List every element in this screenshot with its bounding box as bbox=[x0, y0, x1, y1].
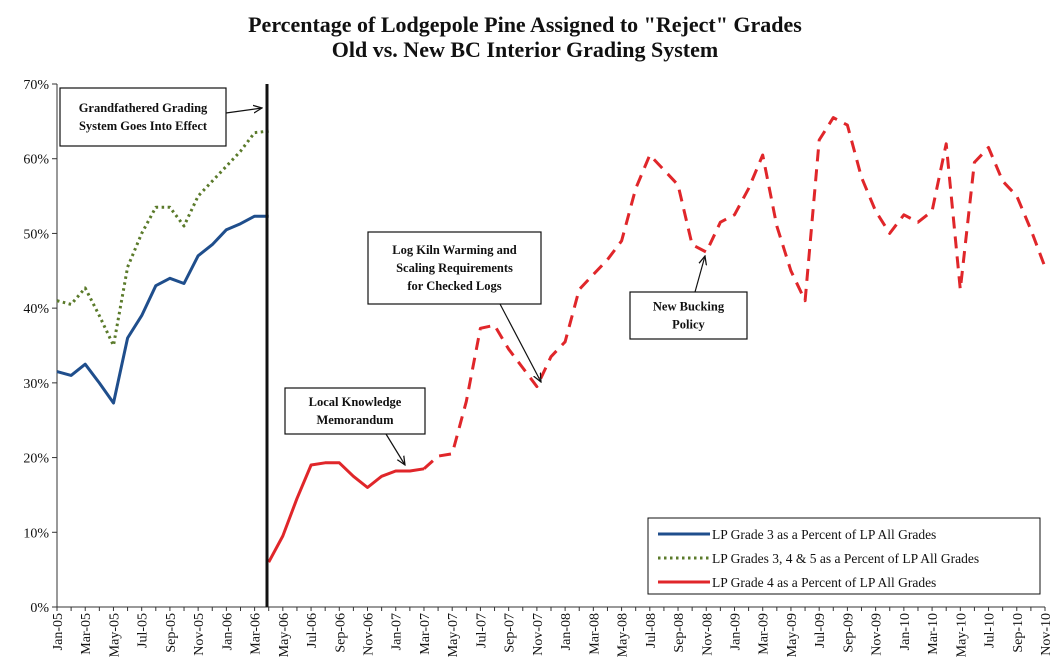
x-tick-label: Mar-09 bbox=[757, 613, 772, 655]
annotation-text: New Bucking bbox=[653, 300, 725, 314]
legend-label: LP Grade 4 as a Percent of LP All Grades bbox=[712, 575, 936, 590]
x-tick-label: Jul-05 bbox=[136, 613, 151, 648]
annotation-text: Scaling Requirements bbox=[396, 261, 513, 275]
x-tick-label: Jan-05 bbox=[51, 613, 66, 650]
annotation-text: Grandfathered Grading bbox=[79, 101, 208, 115]
x-tick-label: Nov-09 bbox=[870, 613, 885, 656]
annotation-box bbox=[284, 387, 426, 435]
annotation-text: Log Kiln Warming and bbox=[392, 243, 517, 257]
chart-title: Percentage of Lodgepole Pine Assigned to… bbox=[248, 12, 802, 37]
y-tick-label: 70% bbox=[23, 78, 49, 93]
x-tick-label: Mar-06 bbox=[249, 613, 264, 655]
x-tick-label: Jul-06 bbox=[305, 613, 320, 648]
annotation-arrow bbox=[385, 433, 405, 465]
x-tick-label: Jan-09 bbox=[728, 613, 743, 650]
x-tick-label: Jul-10 bbox=[983, 613, 998, 648]
x-tick-label: Jan-06 bbox=[220, 613, 235, 650]
y-tick-label: 60% bbox=[23, 153, 49, 168]
x-tick-label: Mar-05 bbox=[79, 613, 94, 655]
y-tick-label: 10% bbox=[23, 526, 49, 541]
x-tick-label: Sep-05 bbox=[164, 613, 179, 653]
x-tick-label: Jan-10 bbox=[898, 613, 913, 650]
annotation-text: Local Knowledge bbox=[309, 395, 402, 409]
x-tick-label: May-10 bbox=[954, 613, 969, 657]
x-tick-label: May-06 bbox=[277, 613, 292, 657]
annotation-box bbox=[367, 231, 542, 305]
x-tick-label: Jan-07 bbox=[390, 613, 405, 650]
y-tick-label: 40% bbox=[23, 302, 49, 317]
x-tick-label: May-07 bbox=[446, 613, 461, 657]
x-tick-label: Mar-07 bbox=[418, 613, 433, 655]
x-tick-label: Nov-07 bbox=[531, 613, 546, 656]
annotation-text: Memorandum bbox=[316, 413, 394, 427]
x-tick-label: Nov-08 bbox=[700, 613, 715, 656]
legend-label: LP Grade 3 as a Percent of LP All Grades bbox=[712, 527, 936, 542]
x-tick-label: Sep-09 bbox=[841, 613, 856, 653]
x-tick-label: Nov-06 bbox=[362, 613, 377, 656]
chart-subtitle: Old vs. New BC Interior Grading System bbox=[332, 37, 718, 62]
y-tick-label: 20% bbox=[23, 452, 49, 467]
annotation-text: System Goes Into Effect bbox=[79, 119, 208, 133]
y-tick-label: 50% bbox=[23, 227, 49, 242]
legend-box bbox=[647, 517, 1041, 595]
x-tick-label: Jul-08 bbox=[644, 613, 659, 648]
x-tick-label: Nov-05 bbox=[192, 613, 207, 656]
x-tick-label: Sep-08 bbox=[672, 613, 687, 653]
series-line bbox=[56, 129, 269, 347]
y-tick-label: 0% bbox=[30, 601, 49, 616]
x-tick-label: Mar-08 bbox=[587, 613, 602, 655]
annotation-box bbox=[59, 87, 227, 147]
annotation-arrow bbox=[499, 303, 541, 382]
annotation-arrow bbox=[225, 108, 262, 114]
series-line bbox=[56, 214, 269, 405]
y-tick-label: 30% bbox=[23, 377, 49, 392]
x-tick-label: May-09 bbox=[785, 613, 800, 657]
x-tick-label: May-05 bbox=[107, 613, 122, 657]
legend-label: LP Grades 3, 4 & 5 as a Percent of LP Al… bbox=[712, 551, 979, 566]
series-line bbox=[422, 116, 1047, 470]
x-tick-label: Jul-09 bbox=[813, 613, 828, 648]
x-tick-label: May-08 bbox=[616, 613, 631, 657]
annotation-text: Policy bbox=[672, 318, 705, 332]
x-tick-label: Jul-07 bbox=[474, 613, 489, 648]
x-tick-label: Jan-08 bbox=[559, 613, 574, 650]
annotation-box bbox=[629, 291, 748, 340]
x-tick-label: Sep-10 bbox=[1011, 613, 1026, 653]
x-tick-label: Nov-10 bbox=[1039, 613, 1051, 656]
x-tick-label: Sep-07 bbox=[503, 613, 518, 653]
series-line bbox=[267, 461, 425, 563]
annotation-arrow bbox=[694, 256, 705, 293]
x-tick-label: Mar-10 bbox=[926, 613, 941, 655]
x-tick-label: Sep-06 bbox=[333, 613, 348, 653]
annotation-text: for Checked Logs bbox=[407, 279, 501, 293]
